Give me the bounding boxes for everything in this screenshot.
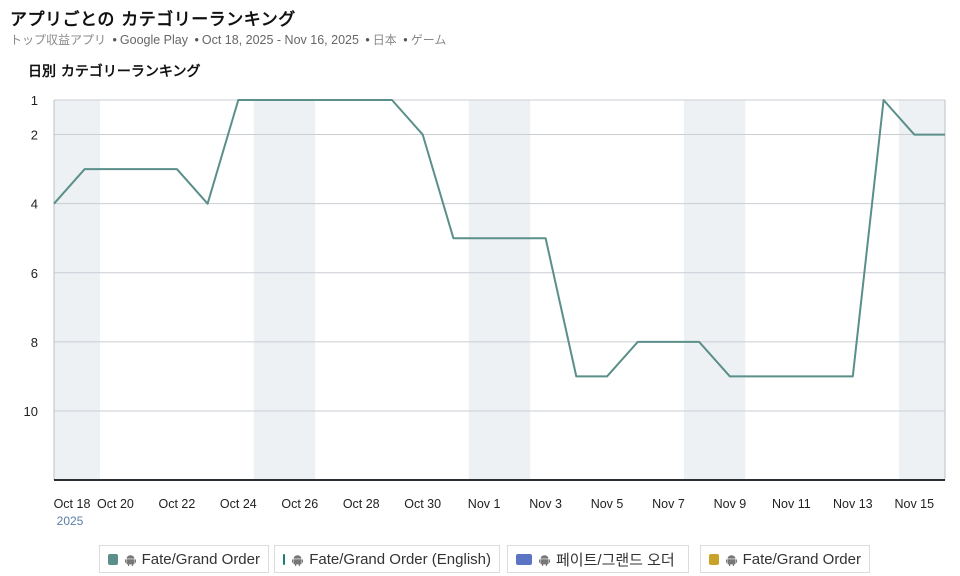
x-year-label: 2025 — [57, 514, 84, 528]
legend-item[interactable]: Fate/Grand Order — [99, 545, 269, 573]
subtitle-separator: • — [194, 33, 199, 47]
legend-label: Fate/Grand Order (English) — [309, 550, 491, 568]
subtitle-separator: • — [112, 33, 117, 47]
subtitle-country: 日本 — [372, 33, 397, 47]
x-tick-label: Nov 7 — [652, 497, 685, 511]
x-tick-label: Oct 20 — [97, 497, 134, 511]
android-icon — [292, 553, 304, 566]
x-tick-label: Nov 11 — [772, 497, 811, 511]
legend-item[interactable]: 페이트/그랜드 오더 — [507, 545, 689, 573]
series-line — [53, 99, 945, 378]
x-tick-label: Nov 3 — [529, 497, 562, 511]
subtitle-store: Google Play — [119, 33, 188, 47]
ranking-line-chart: 1 2 4 6 8 10 Oct 18 Oct 20 Oct 22 Oct 24 Oct 26 Oct… — [24, 93, 946, 528]
weekend-band — [898, 100, 945, 480]
x-tick-label: Oct 30 — [404, 497, 441, 511]
legend-item[interactable]: Fate/Grand Order — [700, 545, 870, 573]
android-icon — [725, 553, 737, 566]
legend-item[interactable]: Fate/Grand Order (English) — [274, 545, 500, 573]
y-tick-label: 2 — [31, 128, 38, 143]
android-icon — [124, 553, 136, 566]
subtitle-store-type: トップ収益アプリ — [10, 33, 107, 47]
y-tick-label: 4 — [31, 197, 38, 212]
x-tick-label: Oct 18 — [54, 497, 91, 511]
subtitle-separator: • — [403, 33, 408, 47]
x-tick-label: Nov 9 — [714, 497, 747, 511]
x-tick-label: Nov 15 — [894, 497, 934, 511]
legend-swatch — [709, 553, 719, 565]
legend-swatch — [108, 553, 118, 565]
subtitle-category: ゲーム — [410, 33, 447, 47]
x-tick-label: Nov 13 — [833, 497, 873, 511]
legend-label: Fate/Grand Order — [742, 550, 861, 568]
x-tick-label: Oct 22 — [158, 497, 195, 511]
x-tick-label: Oct 28 — [343, 497, 380, 511]
x-tick-label: Oct 26 — [281, 497, 318, 511]
weekend-band — [683, 100, 746, 480]
chart-legend: Fate/Grand Order Fate/Grand Order (Englis… — [0, 545, 960, 573]
y-tick-label: 6 — [31, 266, 38, 281]
subtitle-separator: • — [365, 33, 370, 47]
y-tick-label: 8 — [31, 335, 38, 350]
page-title: アプリごとの カテゴリーランキング — [10, 10, 296, 30]
weekend-band — [54, 100, 101, 480]
page-subtitle: トップ収益アプリ • Google Play • Oct 18, 2025 - No… — [10, 31, 446, 48]
legend-swatch — [516, 553, 532, 565]
legend-label: 페이트/그랜드 오더 — [556, 551, 675, 569]
y-tick-label: 1 — [31, 93, 38, 108]
weekend-band — [468, 100, 531, 480]
chart-title: 日別 カテゴリーランキング — [28, 64, 201, 80]
x-tick-label: Nov 5 — [591, 497, 624, 511]
android-icon — [539, 553, 550, 566]
subtitle-date-range: Oct 18, 2025 - Nov 16, 2025 — [201, 33, 359, 47]
weekend-band — [253, 100, 316, 480]
x-tick-label: Nov 1 — [468, 497, 501, 511]
x-tick-label: Oct 24 — [220, 497, 257, 511]
y-tick-label: 10 — [24, 404, 38, 419]
legend-swatch — [283, 553, 286, 565]
legend-label: Fate/Grand Order — [141, 550, 260, 568]
